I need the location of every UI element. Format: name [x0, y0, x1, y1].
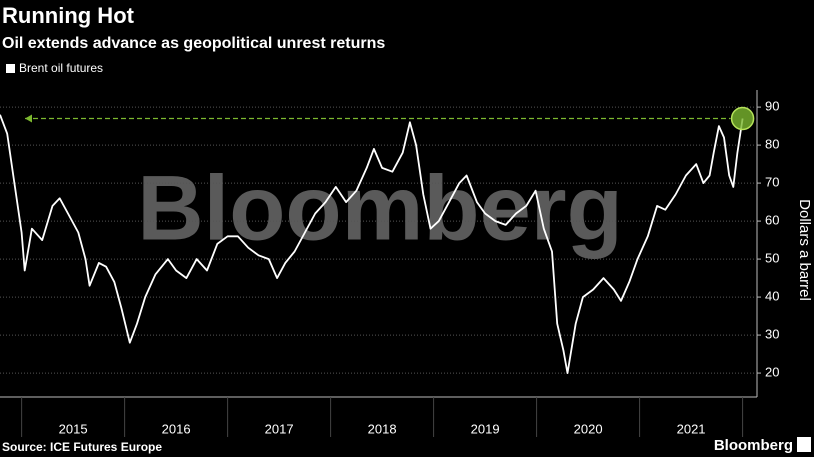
y-tick-label: 70 [765, 175, 779, 190]
x-tick-label: 2021 [677, 421, 706, 436]
x-tick-label: 2017 [265, 421, 294, 436]
logo: Bloomberg [714, 437, 793, 454]
x-tick-label: 2020 [574, 421, 603, 436]
x-tick-label: 2018 [368, 421, 397, 436]
y-tick-label: 90 [765, 99, 779, 114]
x-tick-label: 2016 [162, 421, 191, 436]
y-tick-label: 40 [765, 289, 779, 304]
x-tick-label: 2019 [471, 421, 500, 436]
logo-icon [797, 437, 811, 452]
chart-title: Running Hot [2, 3, 135, 28]
x-tick-label: 2015 [59, 421, 88, 436]
reference-arrow [25, 114, 32, 123]
chart-subtitle: Oil extends advance as geopolitical unre… [2, 35, 385, 52]
y-axis-label: Dollars a barrel [796, 199, 813, 301]
legend-label: Brent oil futures [19, 61, 103, 75]
y-tick-label: 80 [765, 137, 779, 152]
y-tick-label: 50 [765, 251, 779, 266]
source: Source: ICE Futures Europe [2, 440, 162, 454]
y-tick-label: 60 [765, 213, 779, 228]
highlight-point [730, 106, 755, 131]
line-series [0, 114, 744, 374]
y-tick-label: 20 [765, 365, 779, 380]
y-tick-label: 30 [765, 327, 779, 342]
legend-swatch [6, 64, 15, 73]
